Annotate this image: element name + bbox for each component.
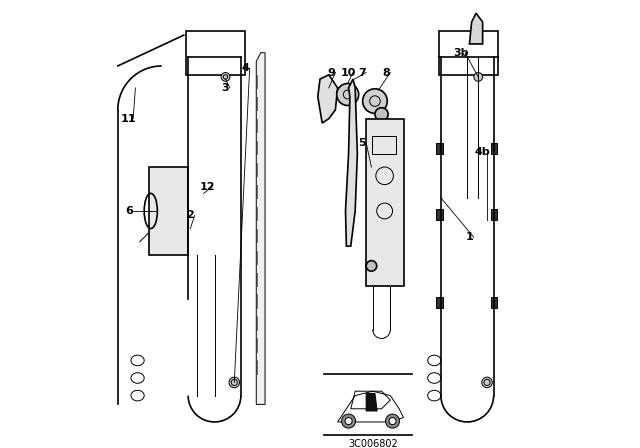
Text: 8: 8	[382, 68, 390, 78]
Text: 2: 2	[186, 211, 194, 220]
Polygon shape	[346, 79, 357, 246]
Text: 12: 12	[200, 182, 216, 192]
Bar	[186, 31, 245, 75]
Bar	[490, 209, 497, 220]
Ellipse shape	[389, 418, 396, 425]
Text: 3C006802: 3C006802	[348, 439, 397, 448]
Ellipse shape	[375, 108, 388, 121]
Polygon shape	[470, 13, 483, 44]
Ellipse shape	[229, 377, 239, 388]
Bar	[366, 119, 403, 286]
Text: 7: 7	[358, 68, 365, 78]
Polygon shape	[366, 393, 377, 411]
Polygon shape	[256, 53, 265, 405]
Polygon shape	[318, 75, 337, 123]
Ellipse shape	[221, 73, 230, 82]
Ellipse shape	[337, 83, 358, 105]
Text: 3: 3	[221, 83, 229, 93]
Ellipse shape	[482, 377, 492, 388]
Text: 1: 1	[465, 233, 474, 242]
Bar	[436, 209, 443, 220]
Bar	[438, 31, 498, 75]
Bar	[490, 143, 497, 154]
Text: 11: 11	[121, 114, 136, 124]
Bar	[148, 167, 188, 255]
Bar	[372, 136, 396, 154]
Text: 4: 4	[241, 63, 249, 73]
Text: 10: 10	[341, 68, 356, 78]
Bar	[436, 143, 443, 154]
Text: 6: 6	[125, 206, 132, 216]
Ellipse shape	[345, 418, 352, 425]
Text: 3b: 3b	[453, 48, 468, 58]
Bar	[490, 297, 497, 308]
Ellipse shape	[385, 414, 399, 428]
Text: 9: 9	[327, 68, 335, 78]
Ellipse shape	[366, 261, 377, 271]
Ellipse shape	[363, 89, 387, 113]
Ellipse shape	[474, 73, 483, 82]
Text: 5: 5	[358, 138, 365, 148]
Text: 4b: 4b	[475, 146, 490, 157]
Bar	[436, 297, 443, 308]
Ellipse shape	[342, 414, 356, 428]
